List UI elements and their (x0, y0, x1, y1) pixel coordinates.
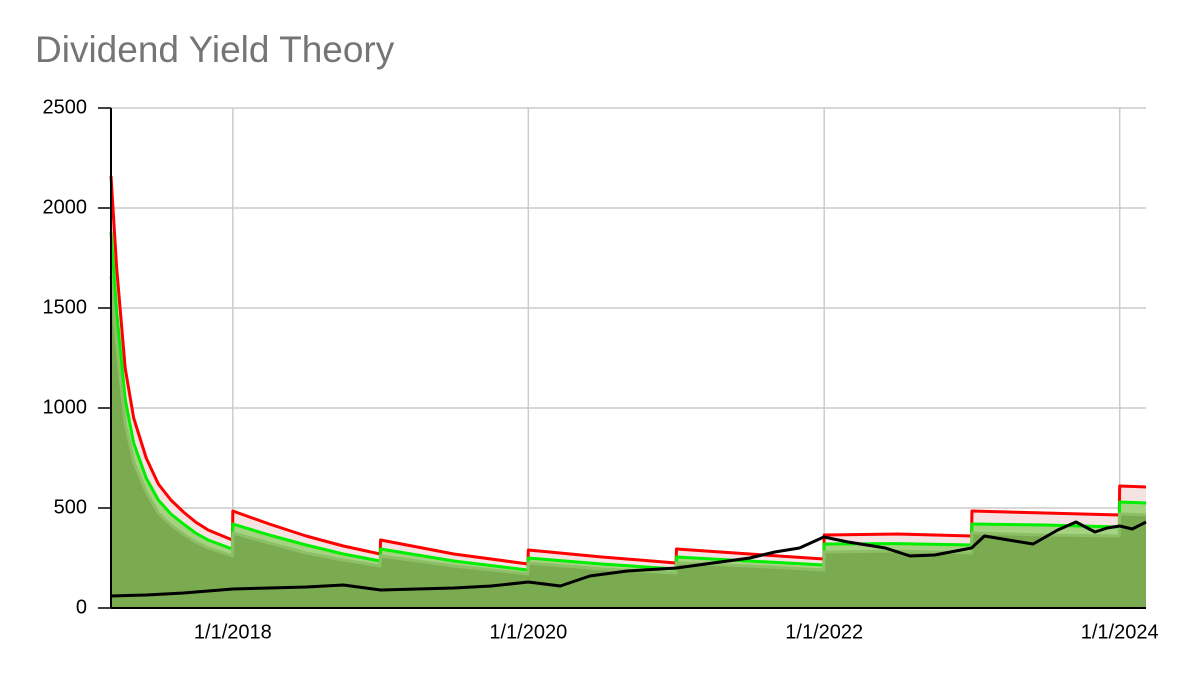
series-line (109, 175, 1147, 566)
y-tick-label: 1000 (43, 396, 88, 418)
y-tick-label: 1500 (43, 296, 88, 318)
x-tick-label: 1/1/2022 (785, 621, 863, 643)
series-line (109, 231, 1147, 572)
y-tick-label: 2500 (43, 96, 88, 118)
chart-title: Dividend Yield Theory (35, 29, 395, 70)
series-line (110, 520, 1147, 598)
x-tick-label: 1/1/2018 (194, 621, 272, 643)
x-tick-label: 1/1/2020 (489, 621, 567, 643)
x-tick-label: 1/1/2024 (1081, 621, 1159, 643)
y-tick-label: 0 (76, 596, 87, 618)
y-tick-label: 2000 (43, 196, 88, 218)
series-area (111, 276, 1146, 608)
y-tick-label: 500 (54, 496, 87, 518)
